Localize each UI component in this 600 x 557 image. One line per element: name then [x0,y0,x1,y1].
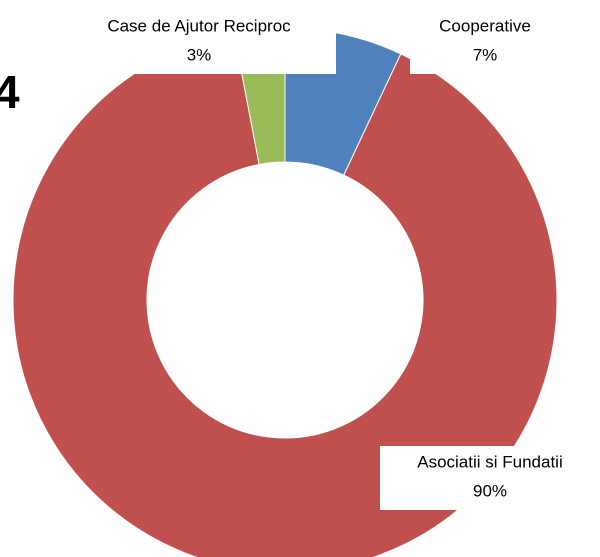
chart-title: 4 [0,66,20,118]
category-label: Cooperative [439,16,531,35]
category-label: Asociatii si Fundatii [417,452,563,471]
category-label: Case de Ajutor Reciproc [107,16,291,35]
label-box [410,10,560,74]
value-label: 90% [473,481,507,500]
donut-slice [12,32,558,557]
labels: Cooperative 7% Asociatii si Fundatii 90% Cas… [62,10,600,510]
label-box [380,446,600,510]
value-label: 3% [187,45,212,64]
value-label: 7% [473,45,498,64]
label-box [62,10,336,74]
